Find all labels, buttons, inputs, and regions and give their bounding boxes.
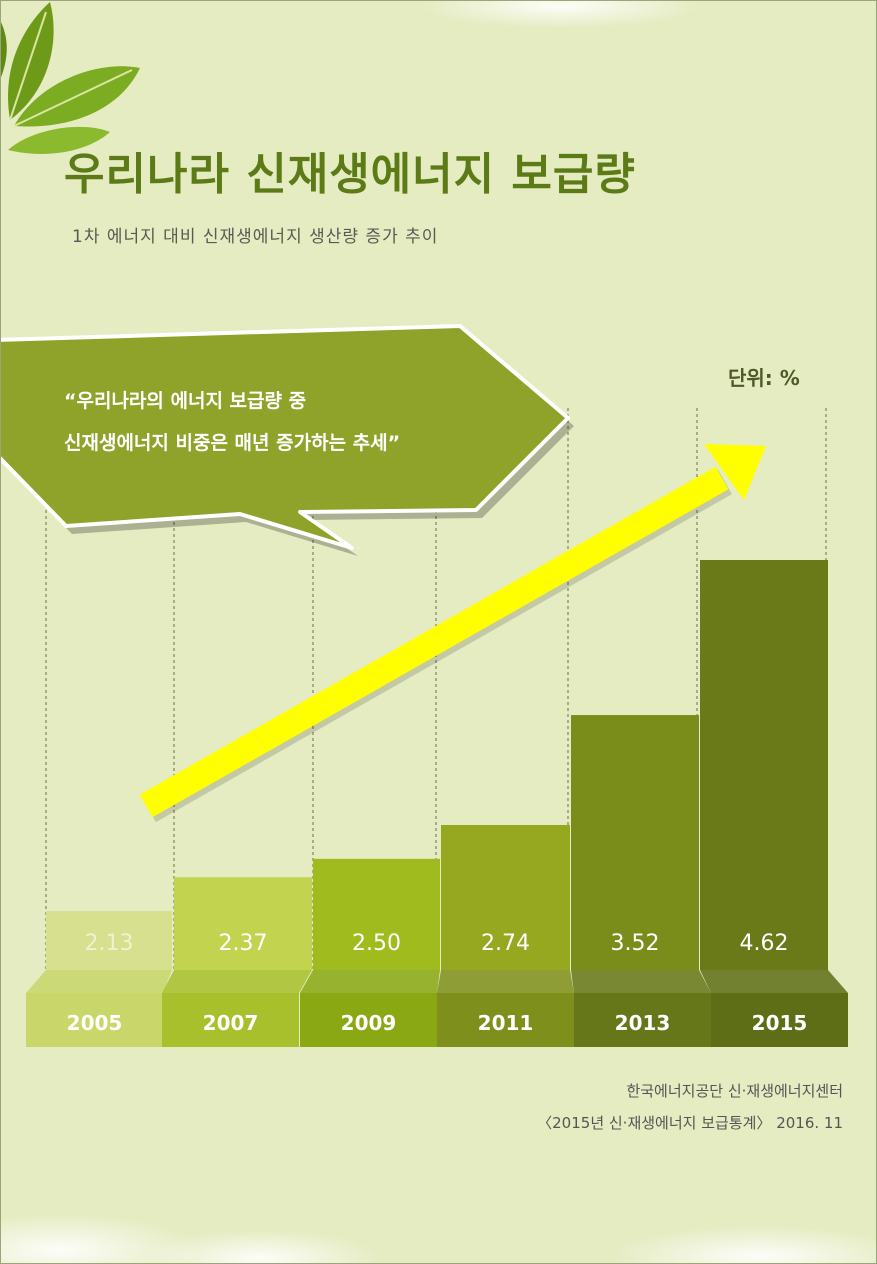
bar-2005 xyxy=(46,911,172,970)
year-tab-2007 xyxy=(162,993,299,1047)
x-axis-tick-label: 2009 xyxy=(341,1011,397,1035)
page-title: 우리나라 신재생에너지 보급량 xyxy=(64,149,636,200)
bar-2013 xyxy=(571,715,699,970)
x-axis-tick-label: 2007 xyxy=(203,1011,259,1035)
bar-2009 xyxy=(313,858,440,970)
year-tab-bevel xyxy=(26,970,172,993)
year-tab-2005 xyxy=(26,993,163,1047)
year-tab-bevel xyxy=(300,970,440,993)
bar-value-label: 4.62 xyxy=(740,931,789,956)
bar-2007 xyxy=(174,877,312,970)
x-axis-tick-label: 2005 xyxy=(67,1011,123,1035)
year-tab-2009 xyxy=(300,993,437,1047)
bar-value-labels: 2.13 2.37 2.50 2.74 3.52 4.62 xyxy=(85,931,789,956)
x-axis-tick-label: 2015 xyxy=(752,1011,808,1035)
year-tab-2011 xyxy=(437,993,574,1047)
bar-2011 xyxy=(441,825,570,970)
year-tab-2015 xyxy=(711,993,848,1047)
callout-text-line1: “우리나라의 에너지 보급량 중 xyxy=(64,390,307,412)
trend-arrow xyxy=(139,444,766,823)
year-tab-bevel xyxy=(162,970,312,993)
x-axis-tick-label: 2011 xyxy=(478,1011,534,1035)
bar-value-label: 2.50 xyxy=(352,931,401,956)
x-axis-tick-label: 2013 xyxy=(615,1011,671,1035)
callout-text-line2: 신재생에너지 비중은 매년 증가하는 추세” xyxy=(64,432,401,454)
source-publication: 〈2015년 신·재생에너지 보급통계〉 2016. 11 xyxy=(537,1114,843,1132)
year-tab-bevel xyxy=(437,970,574,993)
page-subtitle: 1차 에너지 대비 신재생에너지 생산량 증가 추이 xyxy=(72,227,439,247)
bar-2015 xyxy=(700,560,828,970)
bar-value-label: 2.37 xyxy=(219,931,268,956)
bar-value-label: 2.74 xyxy=(481,931,530,956)
bar-value-label: 3.52 xyxy=(611,931,660,956)
source-text: 한국에너지공단 신·재생에너지센터 xyxy=(626,1082,843,1100)
callout-bubble xyxy=(0,324,574,556)
leaf-icon xyxy=(0,2,140,154)
year-tab-2013 xyxy=(574,993,711,1047)
year-tab-bevel xyxy=(700,970,848,993)
unit-label: 단위: % xyxy=(728,366,800,390)
bars xyxy=(46,560,828,970)
year-band: 2005 2007 2009 2011 2013 2015 xyxy=(26,970,848,1047)
year-tab-bevel xyxy=(571,970,711,993)
bar-value-label: 2.13 xyxy=(85,931,134,956)
